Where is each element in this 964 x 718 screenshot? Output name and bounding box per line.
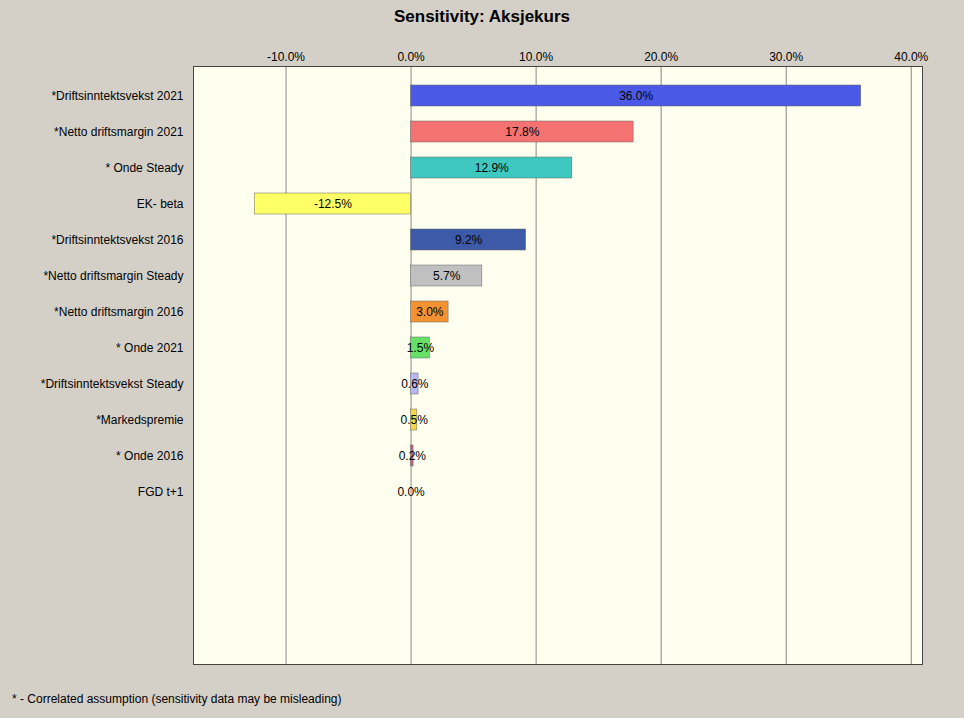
svg-text:0.0%: 0.0%	[397, 50, 425, 64]
svg-text:*Driftsinntektsvekst 2021: *Driftsinntektsvekst 2021	[51, 89, 183, 103]
svg-text:0.2%: 0.2%	[399, 449, 427, 463]
svg-text:*Driftsinntektsvekst Steady: *Driftsinntektsvekst Steady	[41, 377, 184, 391]
svg-text:FGD t+1: FGD t+1	[138, 485, 184, 499]
svg-text:*Markedspremie: *Markedspremie	[96, 413, 184, 427]
svg-text:0.6%: 0.6%	[401, 377, 429, 391]
svg-text:-12.5%: -12.5%	[314, 197, 352, 211]
svg-text:*Netto driftsmargin Steady: *Netto driftsmargin Steady	[43, 269, 183, 283]
svg-text:5.7%: 5.7%	[433, 269, 461, 283]
svg-text:0.0%: 0.0%	[397, 485, 425, 499]
svg-text:*Netto driftsmargin 2021: *Netto driftsmargin 2021	[54, 125, 184, 139]
html-text:Sensitivity: Aksjekurs: Sensitivity: Aksjekurs	[394, 7, 570, 26]
svg-text:EK- beta: EK- beta	[137, 197, 184, 211]
svg-text:12.9%: 12.9%	[475, 161, 509, 175]
svg-text:-10.0%: -10.0%	[267, 50, 305, 64]
svg-text:40.0%: 40.0%	[894, 50, 928, 64]
svg-text:*Netto driftsmargin 2016: *Netto driftsmargin 2016	[54, 305, 184, 319]
svg-text:3.0%: 3.0%	[416, 305, 444, 319]
svg-text:30.0%: 30.0%	[769, 50, 803, 64]
svg-text:1.5%: 1.5%	[407, 341, 435, 355]
svg-text:17.8%: 17.8%	[505, 125, 539, 139]
svg-text:* Onde 2016: * Onde 2016	[116, 449, 184, 463]
svg-text:*Driftsinntektsvekst 2016: *Driftsinntektsvekst 2016	[51, 233, 183, 247]
svg-text:* Onde 2021: * Onde 2021	[116, 341, 184, 355]
svg-text:10.0%: 10.0%	[519, 50, 553, 64]
svg-text:* Onde Steady: * Onde Steady	[105, 161, 183, 175]
svg-text:0.5%: 0.5%	[401, 413, 429, 427]
html-text:* - Correlated assumption (sen: * - Correlated assumption (sensitivity d…	[12, 692, 342, 706]
svg-text:9.2%: 9.2%	[455, 233, 483, 247]
svg-text:36.0%: 36.0%	[619, 89, 653, 103]
svg-text:20.0%: 20.0%	[644, 50, 678, 64]
